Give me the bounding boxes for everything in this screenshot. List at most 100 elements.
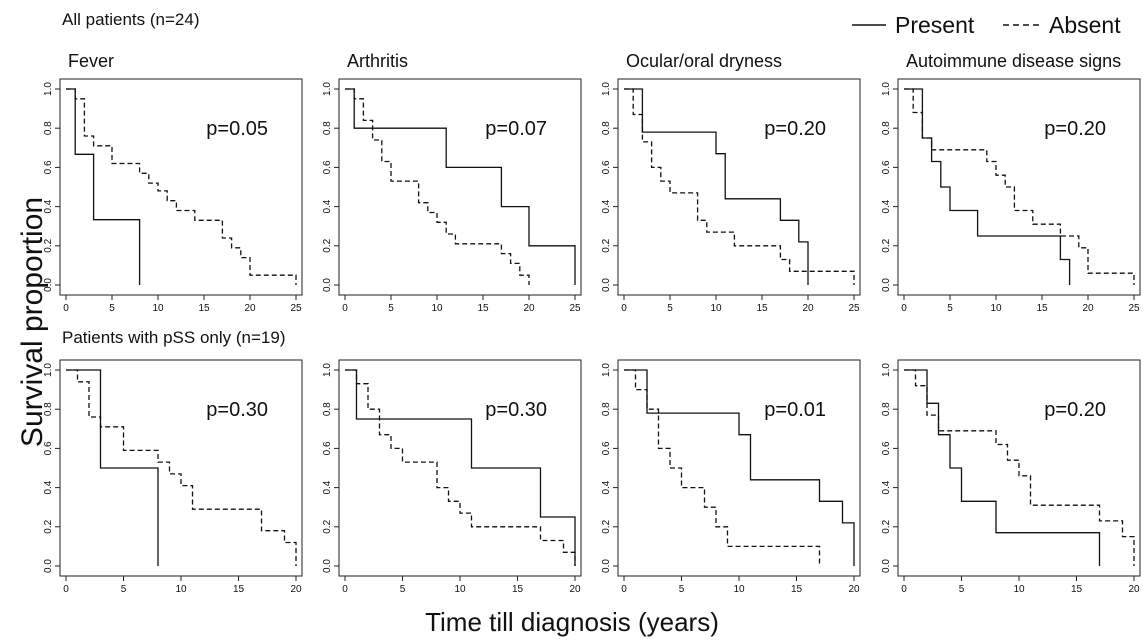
series-line-present (66, 88, 141, 285)
y-tick-label: 1.0 (601, 363, 612, 377)
x-tick-label: 15 (1071, 584, 1083, 595)
y-tick-label: 0.8 (43, 402, 54, 416)
x-tick-label: 25 (1128, 303, 1140, 314)
y-tick-label: 0.0 (881, 278, 892, 292)
plot-frame (338, 78, 582, 296)
y-tick-label: 0.8 (322, 402, 333, 416)
y-tick-label: 0.6 (881, 160, 892, 174)
panel-title: Autoimmune disease signs (906, 51, 1121, 71)
series-line-absent (66, 369, 297, 566)
series-line-absent (624, 88, 855, 285)
x-tick-label: 10 (710, 303, 722, 314)
y-tick-label: 0.8 (43, 121, 54, 135)
x-tick-label: 10 (152, 303, 164, 314)
plot-frame (338, 359, 582, 577)
x-tick-label: 5 (400, 584, 406, 595)
y-tick-label: 1.0 (43, 363, 54, 377)
y-tick-label: 0.2 (601, 238, 612, 252)
x-tick-label: 10 (431, 303, 443, 314)
x-tick-label: 20 (1128, 584, 1140, 595)
x-tick-label: 0 (63, 584, 69, 595)
y-tick-label: 0.2 (43, 238, 54, 252)
x-tick-label: 10 (990, 303, 1002, 314)
x-tick-label: 15 (512, 584, 524, 595)
y-tick-label: 0.8 (601, 121, 612, 135)
x-tick-label: 0 (901, 303, 907, 314)
x-tick-label: 0 (621, 584, 627, 595)
plot-frame (59, 359, 303, 577)
series-line-absent (904, 369, 1135, 566)
y-tick-label: 0.0 (881, 559, 892, 573)
series-line-absent (345, 88, 530, 285)
y-tick-label: 0.4 (43, 199, 54, 213)
series-line-present (624, 88, 809, 285)
panel-7: p=0.01 0 5 10 15 20 0.0 0.2 0.4 0.6 0.8 1.0 (601, 359, 861, 595)
y-tick-label: 0.6 (881, 441, 892, 455)
series-line-absent (66, 88, 297, 285)
panel-5: p=0.30 0 5 10 15 20 0.0 0.2 0.4 0.6 0.8 1.0 (43, 359, 303, 595)
y-tick-label: 1.0 (881, 82, 892, 96)
series-line-present (624, 369, 855, 566)
y-tick-label: 0.4 (322, 199, 333, 213)
panel-title: Fever (68, 51, 114, 71)
p-value-annotation: p=0.20 (1044, 118, 1106, 140)
panel-3: Ocular/oral dryness p=0.20 0 5 10 15 20 25 0.0 0.… (601, 51, 861, 314)
x-tick-label: 0 (342, 584, 348, 595)
x-tick-label: 20 (290, 584, 302, 595)
x-tick-label: 15 (1036, 303, 1048, 314)
x-tick-label: 0 (901, 584, 907, 595)
y-tick-label: 0.6 (601, 160, 612, 174)
plot-frame (59, 78, 303, 296)
y-tick-label: 0.0 (601, 559, 612, 573)
x-tick-label: 20 (569, 584, 581, 595)
series-line-present (345, 369, 576, 566)
y-tick-label: 0.4 (881, 480, 892, 494)
x-tick-label: 20 (848, 584, 860, 595)
p-value-annotation: p=0.01 (764, 399, 826, 421)
x-tick-label: 20 (1082, 303, 1094, 314)
y-tick-label: 0.6 (43, 441, 54, 455)
series-line-present (66, 369, 159, 566)
y-tick-label: 0.4 (43, 480, 54, 494)
x-tick-label: 0 (621, 303, 627, 314)
y-tick-label: 0.8 (881, 402, 892, 416)
y-tick-label: 0.2 (881, 238, 892, 252)
x-tick-label: 10 (454, 584, 466, 595)
series-line-absent (345, 369, 576, 566)
x-tick-label: 15 (791, 584, 803, 595)
x-tick-label: 15 (756, 303, 768, 314)
y-tick-label: 0.0 (43, 559, 54, 573)
plot-frame (897, 78, 1141, 296)
y-tick-label: 0.0 (43, 278, 54, 292)
p-value-annotation: p=0.20 (764, 118, 826, 140)
x-tick-label: 15 (198, 303, 210, 314)
y-tick-label: 0.2 (601, 519, 612, 533)
panel-2: Arthritis p=0.07 0 5 10 15 20 25 0.0 0.2 0.4 0.6 0.8… (322, 51, 582, 314)
panel-8: p=0.20 0 5 10 15 20 0.0 0.2 0.4 0.6 0.8 1.0 (881, 359, 1141, 595)
x-tick-label: 5 (959, 584, 965, 595)
x-tick-label: 5 (679, 584, 685, 595)
series-line-absent (904, 88, 1135, 285)
x-tick-label: 15 (233, 584, 245, 595)
x-tick-label: 10 (733, 584, 745, 595)
plot-frame (617, 359, 861, 577)
panel-4: Autoimmune disease signs p=0.20 0 5 10 15 20 25… (881, 51, 1141, 314)
y-tick-label: 1.0 (601, 82, 612, 96)
y-axis-label: Survival proportion (16, 197, 49, 447)
x-tick-label: 20 (802, 303, 814, 314)
y-tick-label: 0.6 (601, 441, 612, 455)
y-tick-label: 0.6 (43, 160, 54, 174)
y-tick-label: 0.0 (601, 278, 612, 292)
panel-1: Fever p=0.05 0 5 10 15 20 25 0.0 0.2 0.4 0.6 0.8 1.0 (43, 51, 303, 314)
y-tick-label: 0.8 (322, 121, 333, 135)
series-line-present (345, 88, 576, 285)
x-tick-label: 25 (569, 303, 581, 314)
x-tick-label: 0 (63, 303, 69, 314)
series-line-present (904, 88, 1071, 285)
y-tick-label: 0.4 (601, 480, 612, 494)
x-tick-label: 15 (477, 303, 489, 314)
y-tick-label: 1.0 (322, 82, 333, 96)
y-tick-label: 0.6 (322, 441, 333, 455)
